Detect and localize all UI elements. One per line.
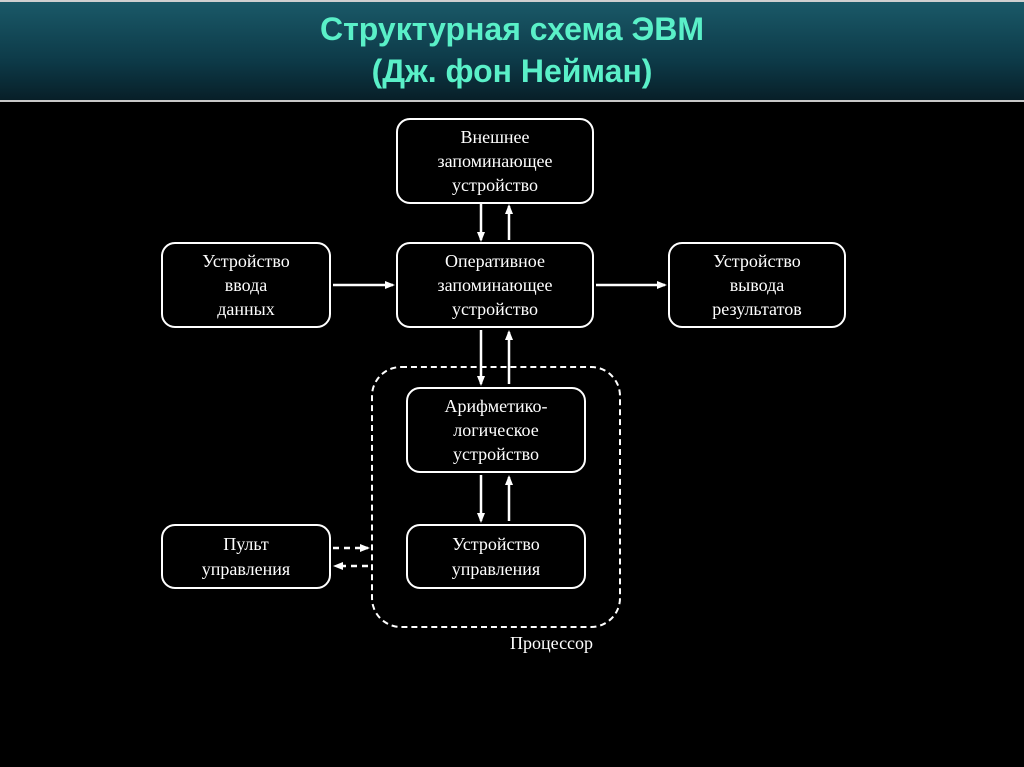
title-line-1: Структурная схема ЭВМ	[320, 9, 704, 51]
label: устройство	[452, 297, 538, 321]
label: Устройство	[202, 249, 290, 273]
label: Устройство	[452, 532, 540, 556]
processor-label: Процессор	[510, 633, 593, 654]
label: вывода	[730, 273, 785, 297]
label: управления	[202, 557, 290, 581]
label: ввода	[225, 273, 268, 297]
label: Внешнее	[460, 125, 529, 149]
node-ram: Оперативное запоминающее устройство	[396, 242, 594, 328]
node-alu: Арифметико- логическое устройство	[406, 387, 586, 473]
node-ext-storage: Внешнее запоминающее устройство	[396, 118, 594, 204]
label: управления	[452, 557, 540, 581]
diagram: Процессор Внешнее запоминающее устройств…	[0, 102, 1024, 767]
label: устройство	[452, 173, 538, 197]
label: результатов	[712, 297, 801, 321]
node-output: Устройство вывода результатов	[668, 242, 846, 328]
title-line-2: (Дж. фон Нейман)	[372, 51, 653, 93]
label: Арифметико-	[445, 394, 548, 418]
slide-title: Структурная схема ЭВМ (Дж. фон Нейман)	[0, 0, 1024, 102]
label: Устройство	[713, 249, 801, 273]
label: устройство	[453, 442, 539, 466]
label: логическое	[453, 418, 539, 442]
label: запоминающее	[437, 273, 552, 297]
label: Пульт	[223, 532, 269, 556]
node-input: Устройство ввода данных	[161, 242, 331, 328]
label: запоминающее	[437, 149, 552, 173]
label: данных	[217, 297, 275, 321]
node-control-panel: Пульт управления	[161, 524, 331, 589]
node-control-unit: Устройство управления	[406, 524, 586, 589]
label: Оперативное	[445, 249, 545, 273]
